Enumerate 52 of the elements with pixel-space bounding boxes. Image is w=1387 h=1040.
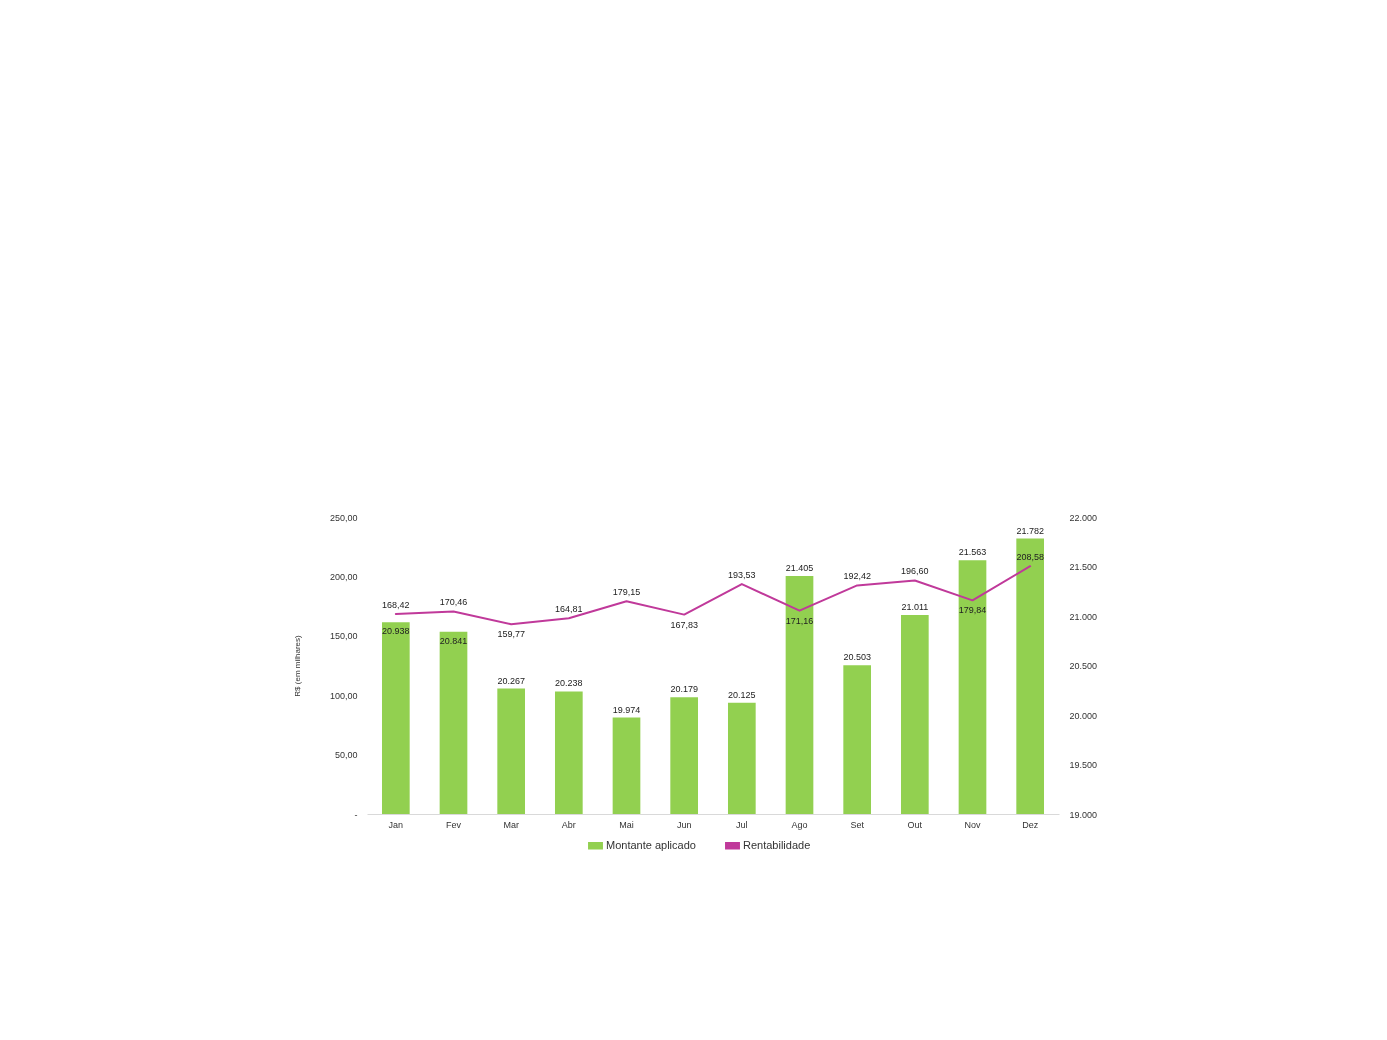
y-tick-label: 250,00 [329,512,358,523]
x-tick-label: Out [907,819,923,830]
x-tick-label: Fev [445,819,462,830]
x-tick-label: Mai [619,819,634,830]
data-label: 168,42 [382,599,410,610]
x-tick-label: Mar [503,819,519,830]
data-label: 20.503 [843,652,871,663]
y-axis-title: R$ (em milhares) [292,634,302,697]
x-tick-label: Jan [388,819,404,830]
data-label: 179,15 [612,587,641,598]
y2-tick-label: 19.000 [1069,809,1098,820]
data-label: 21.782 [1016,525,1044,536]
data-label: 21.011 [901,601,929,612]
data-label: 192,42 [843,571,871,582]
data-label: 21.405 [785,562,814,573]
data-label: 20.179 [670,684,698,695]
legend-label: Rentabilidade [743,838,811,851]
data-label: 164,81 [555,604,583,615]
x-tick-label: Jul [736,819,748,830]
y2-tick-label: 22.000 [1069,512,1098,523]
x-tick-label: Ago [791,819,808,830]
data-label: 193,53 [728,570,756,581]
x-tick-label: Jun [676,819,692,830]
data-label: 20.938 [382,626,410,637]
data-label: 21.563 [958,547,987,558]
data-label: 159,77 [497,629,525,640]
y2-tick-label: 20.500 [1069,661,1098,671]
x-tick-label: Dez [1022,819,1039,830]
y2-tick-label: 19.500 [1069,760,1098,770]
x-tick-label: Abr [561,819,576,830]
data-label: 20.841 [439,635,468,646]
data-label: 179,84 [958,605,987,616]
y-tick-label: 150,00 [329,631,358,642]
y-tick-label: 50,00 [334,750,358,761]
data-label: 196,60 [901,566,929,577]
data-label: 20.125 [728,689,756,700]
y-tick-label: 100,00 [329,690,358,701]
data-label: 20.238 [555,678,583,689]
y-tick-label: 200,00 [329,571,358,582]
y2-tick-label: 21.000 [1069,611,1098,622]
x-tick-label: Set [850,819,865,830]
x-tick-label: Nov [964,819,981,830]
data-label: 167,83 [670,619,698,630]
data-label: 19.974 [612,704,641,715]
data-label: 20.267 [497,675,525,686]
y2-tick-label: 20.000 [1069,710,1098,721]
data-label: 208,58 [1016,552,1044,563]
data-label: 171,16 [785,615,814,626]
legend-label: Montante aplicado [606,838,696,851]
y2-tick-label: 21.500 [1069,562,1098,572]
data-label: 170,46 [439,597,468,608]
y-tick-label: - [354,809,358,820]
